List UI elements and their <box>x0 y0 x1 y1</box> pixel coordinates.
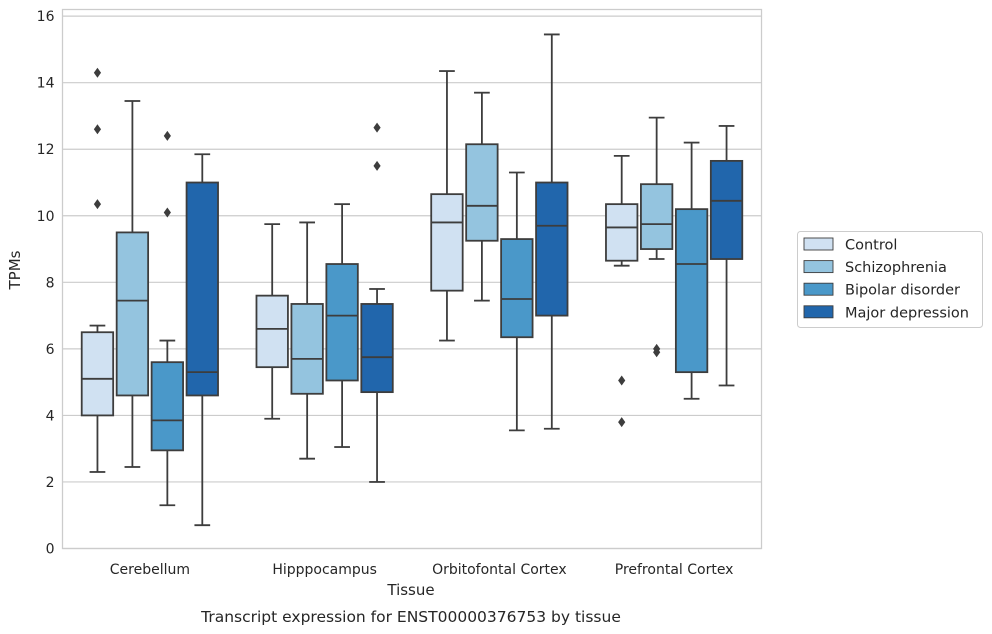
outlier-point <box>373 160 381 171</box>
x-axis-label: Tissue <box>386 581 434 599</box>
box-iqr <box>325 263 359 382</box>
box-control <box>255 223 289 420</box>
box-control <box>605 154 639 428</box>
y-tick-label: 8 <box>46 275 55 291</box>
box-major-depression <box>535 33 569 430</box>
box-iqr <box>640 183 674 250</box>
box-bipolar-disorder <box>325 203 359 448</box>
legend-label: Schizophrenia <box>845 260 947 276</box>
box-iqr <box>255 294 289 369</box>
outlier-point <box>93 199 102 210</box>
legend-swatch <box>803 260 834 274</box>
box-groups <box>80 33 744 527</box>
box-bipolar-disorder <box>150 130 184 507</box>
box-control <box>80 67 115 473</box>
chart-caption: Transcript expression for ENST0000037675… <box>200 608 621 626</box>
x-tick-label: Orbitofontal Cortex <box>432 562 567 578</box>
plot-frame <box>61 8 763 550</box>
y-tick-label: 0 <box>46 542 55 558</box>
outlier-point <box>618 375 626 386</box>
outlier-point <box>653 343 661 354</box>
y-tick-label: 16 <box>37 9 55 25</box>
outlier-point <box>163 207 171 218</box>
y-tick-label: 6 <box>46 342 55 358</box>
y-tick-label: 14 <box>37 76 55 92</box>
box-iqr <box>535 181 569 317</box>
box-iqr <box>115 231 150 397</box>
x-tick-label: Cerebellum <box>110 562 190 578</box>
y-axis-ticks: 0 2 4 6 8 10 12 14 16 <box>37 9 55 557</box>
box-iqr <box>674 208 709 374</box>
box-iqr <box>465 143 499 242</box>
legend-frame <box>797 231 983 328</box>
y-axis-label: TPMs <box>6 250 24 290</box>
box-major-depression <box>709 125 744 387</box>
box-iqr <box>360 303 394 394</box>
box-major-depression <box>360 122 394 483</box>
y-tick-label: 10 <box>37 209 55 225</box>
outlier-point <box>93 124 102 135</box>
legend: Control Schizophrenia Bipolar disorder Majo… <box>797 231 983 328</box>
outlier-point <box>373 122 381 133</box>
box-control <box>430 70 464 342</box>
box-iqr <box>430 193 464 292</box>
outlier-point <box>618 417 626 428</box>
box-iqr <box>80 331 115 417</box>
y-tick-label: 2 <box>46 475 55 491</box>
box-major-depression <box>185 153 219 527</box>
box-bipolar-disorder <box>674 141 709 400</box>
legend-label: Control <box>845 238 897 254</box>
box-iqr <box>150 361 184 452</box>
box-iqr <box>500 238 534 339</box>
legend-swatch <box>803 237 834 251</box>
y-tick-label: 4 <box>46 408 55 424</box>
legend-label: Major depression <box>845 305 969 321</box>
box-schizophrenia <box>465 91 499 302</box>
outlier-point <box>163 130 171 141</box>
x-tick-label: Prefrontal Cortex <box>615 562 734 578</box>
box-schizophrenia <box>115 100 150 468</box>
box-schizophrenia <box>640 116 674 358</box>
outlier-point <box>93 67 102 78</box>
x-axis-ticks: Cerebellum Hipppocampus Orbitofontal Corte… <box>110 562 734 578</box>
box-iqr <box>290 303 324 395</box>
x-tick-label: Hipppocampus <box>272 562 377 578</box>
legend-swatch <box>803 282 834 296</box>
box-iqr <box>185 181 219 397</box>
legend-swatch <box>803 305 834 319</box>
box-iqr <box>709 159 744 260</box>
box-bipolar-disorder <box>500 171 534 432</box>
legend-label: Bipolar disorder <box>845 283 960 299</box>
y-tick-label: 12 <box>37 142 55 158</box>
box-schizophrenia <box>290 221 324 460</box>
box-iqr <box>605 203 639 262</box>
